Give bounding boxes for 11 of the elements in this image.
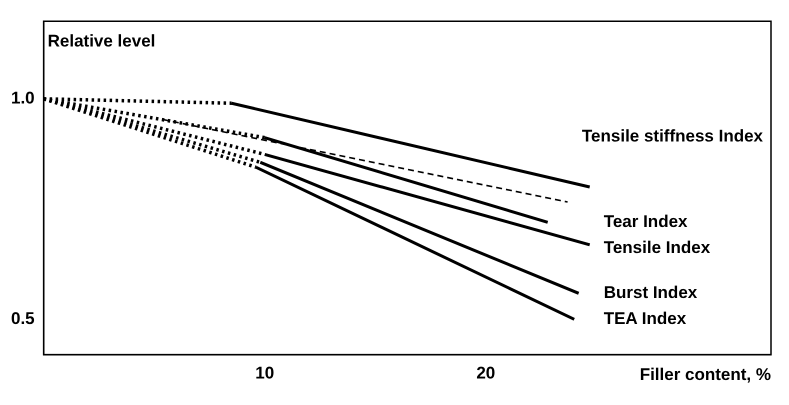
text: Tensile stiffness Index <box>582 126 764 146</box>
x-axis-title: Filler content, % <box>640 364 771 384</box>
y-axis-title: Relative level <box>48 31 156 50</box>
x-tick-label: 10 <box>255 363 274 382</box>
series-label: Tensile Index <box>604 238 711 257</box>
y-tick-label: 0.5 <box>10 309 35 328</box>
y-tick-label: 1.0 <box>10 88 35 108</box>
series-label: TEA Index <box>604 309 687 328</box>
x-tick-label: 20 <box>476 363 496 382</box>
text: Tear Index <box>604 212 688 231</box>
series-label: Burst Index <box>604 282 698 302</box>
